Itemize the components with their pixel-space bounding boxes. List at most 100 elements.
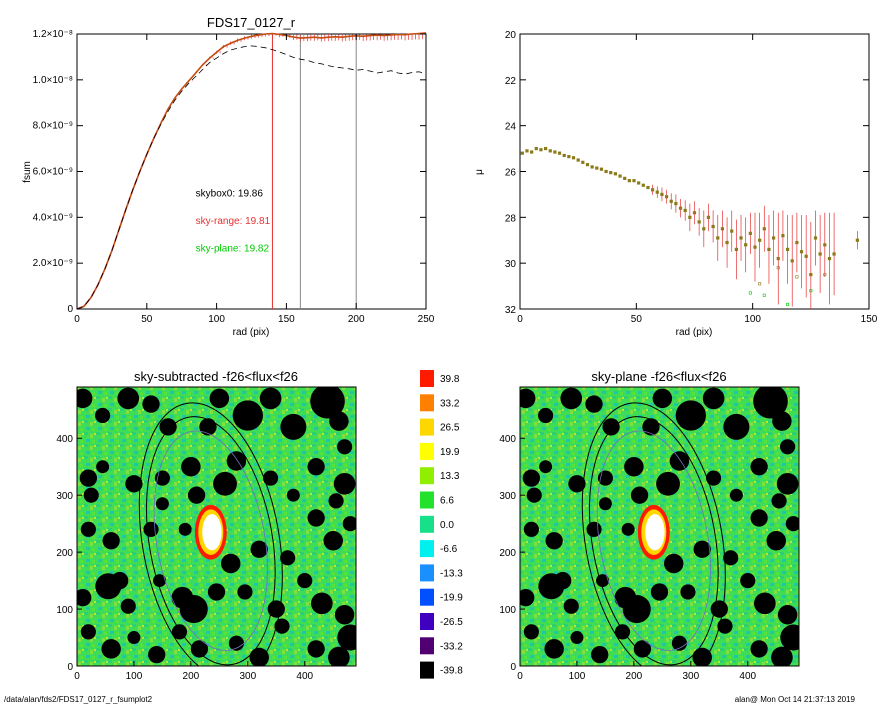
mask-blob (181, 456, 201, 477)
data-point (827, 256, 832, 261)
y-tick-label: 24 (505, 122, 517, 133)
data-point (716, 236, 720, 240)
mask-blob (207, 583, 226, 601)
colorbar-swatch (420, 564, 434, 582)
footer-path: /data/alan/fds2/FDS17_0127_r_fsumplot2 (4, 695, 153, 704)
data-point (595, 166, 599, 170)
outlier-point (809, 289, 813, 293)
colorbar-swatch (420, 418, 434, 436)
data-point (530, 150, 534, 154)
mask-blob (766, 530, 786, 551)
mask-blob (523, 624, 539, 640)
colorbar-label: -6.6 (440, 544, 458, 555)
data-point (799, 250, 804, 254)
colorbar-swatch (420, 637, 434, 655)
footer-timestamp: alan@ Mon Oct 14 21:37:13 2019 (734, 695, 855, 704)
y-tick-label: 0 (67, 662, 73, 673)
mask-blob (570, 631, 584, 645)
mask-blob (328, 493, 344, 509)
mask-blob (297, 573, 313, 589)
sky-plane-frame (519, 386, 800, 667)
mask-blob (143, 521, 159, 537)
mask-blob (153, 574, 167, 588)
mask-blob (311, 592, 333, 615)
mask-blob (723, 550, 739, 566)
y-tick-label: 28 (505, 213, 517, 224)
mask-blob (111, 571, 129, 590)
mask-blob (680, 584, 696, 600)
fsum-boundary-lines (271, 34, 357, 309)
mask-blob (329, 411, 349, 431)
mask-blob (286, 488, 300, 502)
y-tick-label: 100 (499, 605, 516, 616)
data-point (599, 167, 604, 171)
mask-blob (692, 647, 712, 666)
mask-blob (624, 456, 644, 477)
mask-blob (148, 645, 166, 664)
y-tick-label: 32 (505, 305, 517, 316)
mask-blob (669, 451, 690, 471)
data-point (688, 215, 692, 219)
galaxy-core (645, 513, 665, 551)
x-tick-label: 50 (141, 314, 153, 325)
mask-blob (142, 395, 160, 413)
mask-blob (249, 647, 269, 666)
sky-subtracted-title: sky-subtracted -f26<flux<f26 (134, 369, 298, 384)
data-point (855, 238, 859, 242)
data-point (818, 252, 822, 256)
mask-blob (554, 571, 572, 590)
mask-blob (586, 521, 602, 537)
mask-blob (77, 589, 92, 607)
mask-blob (96, 460, 110, 474)
mask-blob (127, 631, 141, 645)
data-point (655, 190, 659, 194)
mask-blob (729, 488, 743, 502)
mask-blob (777, 605, 798, 625)
colorbar-swatch (420, 467, 434, 485)
data-point (692, 211, 697, 215)
sky-plane-title: sky-plane -f26<flux<f26 (591, 369, 726, 384)
mask-blob (95, 407, 111, 424)
y-tick-label: 1.0×10⁻⁸ (33, 75, 73, 86)
data-point (557, 151, 562, 155)
mask-blob (102, 532, 120, 550)
mask-blob (334, 605, 355, 625)
fsum-annotations: skybox0: 19.86 sky-range: 19.81 sky-plane:… (196, 189, 271, 255)
mask-blob (717, 618, 733, 634)
data-point (697, 220, 701, 224)
sky-subtracted-ellipses (138, 402, 283, 666)
series-line-range (76, 32, 427, 310)
x-tick-label: 0 (517, 671, 523, 682)
y-tick-label: 400 (56, 434, 73, 445)
mask-blob (568, 475, 586, 493)
colorbar-swatch (420, 394, 434, 412)
mask-blob (226, 451, 247, 471)
data-point (613, 172, 617, 176)
data-point (809, 273, 813, 277)
data-point (725, 240, 729, 245)
fsum-frame (76, 33, 427, 310)
data-point (534, 146, 538, 151)
x-tick-label: 0 (517, 314, 523, 325)
mask-blob (337, 624, 356, 651)
data-point (748, 231, 752, 235)
data-point (832, 252, 836, 256)
mask-blob (621, 522, 635, 536)
mask-blob (771, 493, 787, 509)
colorbar-label: 19.9 (440, 447, 460, 458)
y-tick-label: 200 (499, 548, 516, 559)
sky-subtracted-image: sky-subtracted -f26<flux<f26 0 100 200 300 4… (56, 369, 357, 682)
mask-blob (83, 487, 99, 503)
mask-blob (274, 618, 290, 634)
mask-blob (232, 400, 263, 431)
x-tick-label: 100 (208, 314, 225, 325)
x-tick-label: 100 (744, 314, 761, 325)
x-tick-label: 400 (296, 671, 313, 682)
data-point (627, 179, 631, 183)
colorbar-label: -19.9 (440, 593, 463, 604)
sky-plane-x-ticks: 0 100 200 300 400 (517, 661, 757, 682)
sky-plane-image: sky-plane -f26<flux<f26 0 100 200 300 400 0 1… (499, 369, 800, 682)
mu-ylabel: μ (474, 169, 485, 175)
outlier-point (758, 282, 762, 286)
mask-blob (307, 509, 325, 527)
